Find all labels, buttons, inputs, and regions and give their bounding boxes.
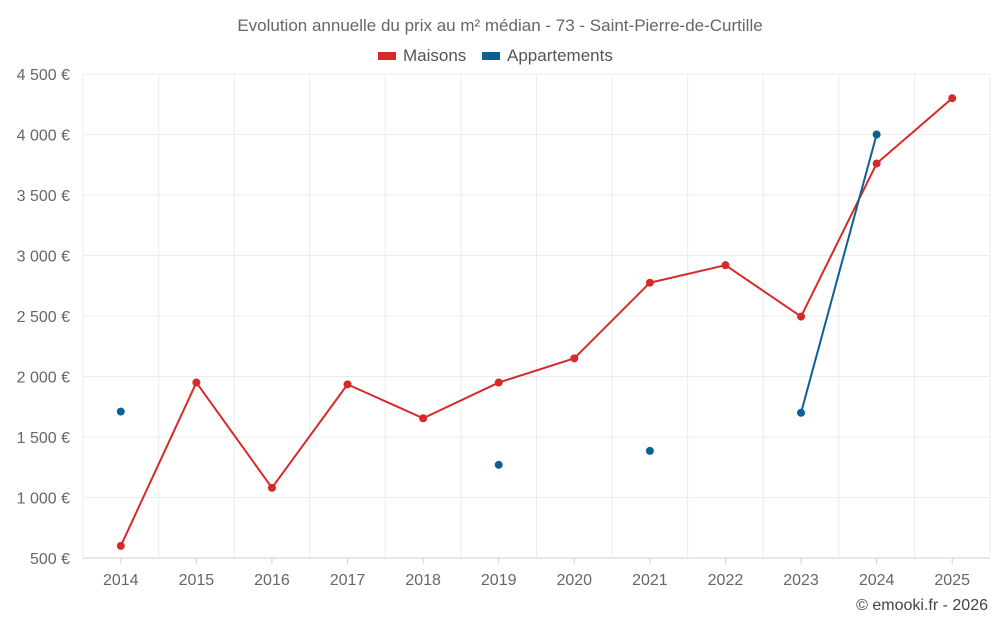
- y-tick-label: 3 000 €: [17, 249, 70, 266]
- x-tick-label: 2023: [783, 572, 819, 589]
- x-tick-label: 2014: [103, 572, 139, 589]
- data-point[interactable]: [267, 483, 276, 492]
- series-layer: [116, 94, 957, 550]
- data-point[interactable]: [645, 446, 654, 455]
- data-point[interactable]: [645, 278, 654, 287]
- y-tick-label: 2 000 €: [17, 370, 70, 387]
- data-point[interactable]: [797, 312, 806, 321]
- data-point[interactable]: [494, 378, 503, 387]
- x-tick-label: 2015: [179, 572, 215, 589]
- y-tick-label: 1 500 €: [17, 430, 70, 447]
- legend-label[interactable]: Appartements: [507, 46, 613, 65]
- x-tick-label: 2018: [405, 572, 441, 589]
- data-point[interactable]: [419, 414, 428, 423]
- x-tick-label: 2020: [556, 572, 592, 589]
- grid: [82, 73, 991, 559]
- legend-label[interactable]: Maisons: [403, 46, 466, 65]
- data-point[interactable]: [721, 261, 730, 270]
- data-point[interactable]: [570, 354, 579, 363]
- x-tick-label: 2024: [859, 572, 895, 589]
- data-point[interactable]: [872, 159, 881, 168]
- data-point[interactable]: [116, 541, 125, 550]
- legend-swatch: [378, 52, 396, 60]
- y-tick-label: 500 €: [30, 551, 70, 568]
- x-tick-label: 2021: [632, 572, 668, 589]
- series-line: [800, 134, 878, 414]
- series-line: [119, 97, 953, 547]
- data-point[interactable]: [116, 407, 125, 416]
- series-maisons: [116, 94, 957, 550]
- x-tick-label: 2022: [708, 572, 744, 589]
- y-tick-label: 1 000 €: [17, 491, 70, 508]
- y-tick-label: 4 500 €: [17, 67, 70, 84]
- x-tick-label: 2016: [254, 572, 290, 589]
- data-point[interactable]: [948, 94, 957, 103]
- axes: 500 € 1 000 € 1 500 € 2 000 € 2 500 € 3 000 €…: [17, 67, 990, 589]
- chart-title: Evolution annuelle du prix au m² médian …: [237, 16, 762, 35]
- data-point[interactable]: [494, 460, 503, 469]
- y-tick-label: 3 500 €: [17, 188, 70, 205]
- y-tick-label: 4 000 €: [17, 128, 70, 145]
- x-tick-label: 2019: [481, 572, 517, 589]
- legend-swatch: [482, 52, 500, 60]
- legend: Maisons Appartements: [378, 46, 613, 65]
- data-point[interactable]: [872, 130, 881, 139]
- data-point[interactable]: [797, 408, 806, 417]
- data-point[interactable]: [192, 378, 201, 387]
- data-point[interactable]: [343, 380, 352, 389]
- credit-text: © emooki.fr - 2026: [856, 597, 988, 614]
- x-tick-label: 2017: [330, 572, 366, 589]
- series-appartements: [116, 130, 881, 469]
- y-tick-label: 2 500 €: [17, 309, 70, 326]
- x-tick-label: 2025: [934, 572, 970, 589]
